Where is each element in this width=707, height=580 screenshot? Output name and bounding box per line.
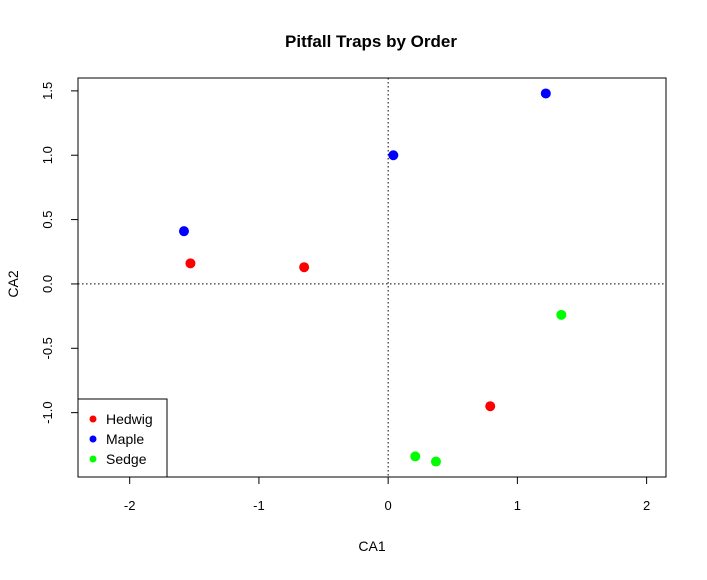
point-sedge: [556, 309, 567, 320]
y-tick-label: 0.0: [40, 275, 55, 293]
legend-marker-maple: [89, 435, 97, 443]
x-tick-label: -1: [253, 498, 265, 513]
y-tick-label: -1.0: [40, 401, 55, 423]
y-tick-label: 1.0: [40, 146, 55, 164]
y-tick-label: 1.5: [40, 82, 55, 100]
legend-label-sedge: Sedge: [106, 451, 147, 467]
x-tick-label: 1: [514, 498, 521, 513]
point-hedwig: [299, 262, 310, 273]
x-tick-label: -2: [124, 498, 136, 513]
point-sedge: [410, 451, 421, 462]
x-axis-label: CA1: [358, 538, 385, 554]
point-maple: [388, 150, 399, 161]
chart-title: Pitfall Traps by Order: [285, 32, 457, 51]
legend-marker-sedge: [89, 455, 97, 463]
legend-label-maple: Maple: [106, 431, 144, 447]
plot-frame: [77, 77, 667, 478]
point-maple: [540, 88, 551, 99]
legend-marker-hedwig: [89, 415, 97, 423]
legend-label-hedwig: Hedwig: [106, 411, 153, 427]
point-hedwig: [485, 401, 496, 412]
x-tick-label: 0: [385, 498, 392, 513]
point-sedge: [430, 456, 441, 467]
x-tick-label: 2: [643, 498, 650, 513]
point-hedwig: [185, 258, 196, 269]
plot-area: -2 -1 0 1 2 -1.0 -0.5 0.0 0.5 1.0 1.5 Hedwig Maple Se…: [40, 77, 667, 513]
y-tick-label: -0.5: [40, 337, 55, 359]
y-tick-label: 0.5: [40, 211, 55, 229]
point-maple: [178, 226, 189, 237]
y-axis-label: CA2: [5, 270, 21, 297]
